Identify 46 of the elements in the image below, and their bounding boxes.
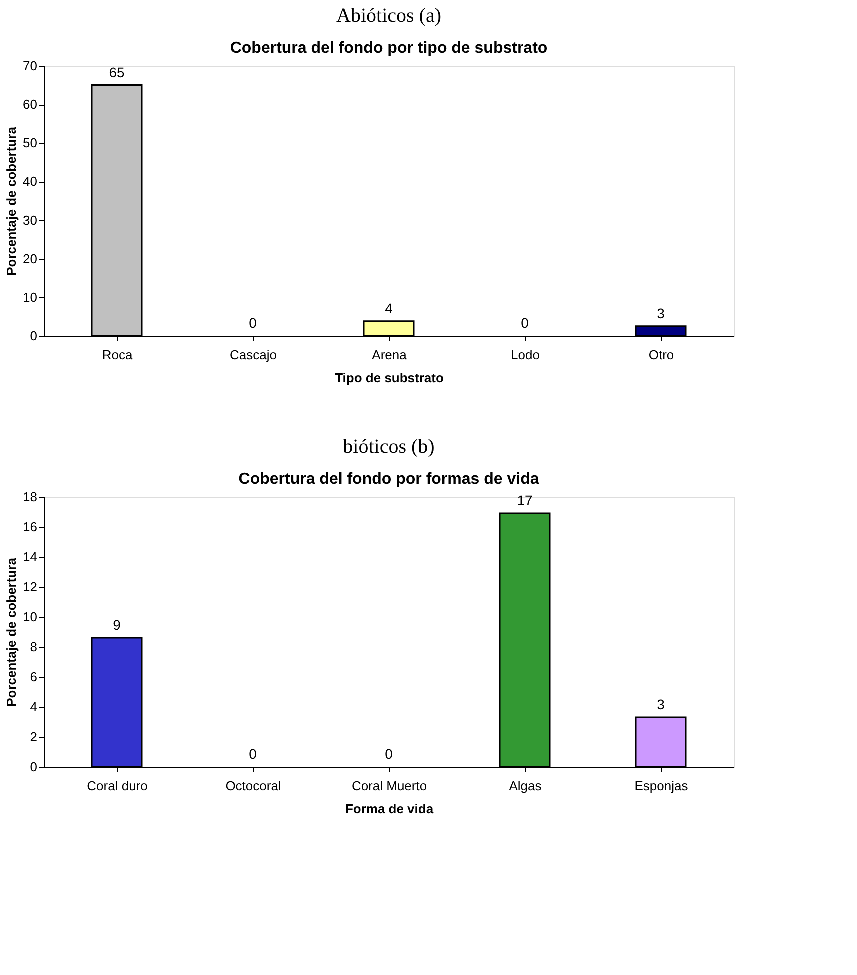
data-label: 3 bbox=[657, 305, 666, 322]
y-axis-title: Porcentaje de cobertura bbox=[4, 557, 20, 707]
x-axis-title: Tipo de substrato bbox=[335, 370, 444, 386]
data-label: 3 bbox=[657, 696, 666, 712]
y-tick-label: 0 bbox=[30, 760, 38, 774]
y-tick-label: 30 bbox=[23, 212, 38, 228]
x-tick-label: Arena bbox=[372, 348, 408, 362]
chart-subtitle: Cobertura del fondo por tipo de substrato bbox=[230, 40, 548, 57]
y-tick-label: 16 bbox=[23, 520, 38, 534]
x-tick-label: Algas bbox=[509, 778, 542, 794]
data-label: 0 bbox=[249, 315, 258, 331]
y-tick-label: 14 bbox=[23, 550, 38, 564]
y-tick-label: 10 bbox=[23, 610, 38, 624]
y-tick-label: 20 bbox=[23, 251, 38, 266]
y-tick-label: 4 bbox=[30, 700, 38, 714]
x-tick-label: Octocoral bbox=[226, 778, 282, 794]
data-label: 9 bbox=[113, 617, 122, 633]
y-tick-label: 50 bbox=[23, 136, 38, 151]
data-label: 4 bbox=[385, 300, 394, 316]
data-label: 17 bbox=[517, 492, 533, 508]
y-tick-label: 40 bbox=[23, 174, 38, 190]
y-tick-label: 10 bbox=[23, 290, 38, 305]
data-label: 65 bbox=[109, 64, 125, 80]
chart-subtitle: Cobertura del fondo por formas de vida bbox=[238, 471, 540, 488]
y-tick-label: 8 bbox=[30, 640, 38, 654]
y-tick-label: 12 bbox=[23, 580, 38, 594]
x-tick-label: Roca bbox=[102, 348, 134, 362]
y-tick-label: 60 bbox=[23, 97, 38, 112]
data-label: 0 bbox=[521, 315, 530, 331]
y-axis-title: Porcentaje de cobertura bbox=[4, 126, 20, 276]
y-tick-label: 70 bbox=[23, 58, 38, 74]
y-tick-label: 6 bbox=[30, 670, 38, 684]
data-label: 0 bbox=[385, 746, 394, 762]
x-tick-label: Coral duro bbox=[87, 778, 148, 794]
x-tick-label: Lodo bbox=[511, 348, 540, 362]
chart-title: Abióticos (a) bbox=[336, 5, 442, 27]
y-tick-label: 18 bbox=[23, 490, 38, 504]
x-tick-label: Cascajo bbox=[230, 348, 277, 362]
chart-title: bióticos (b) bbox=[343, 436, 435, 458]
x-axis-title: Forma de vida bbox=[345, 802, 434, 816]
y-tick-label: 0 bbox=[30, 328, 38, 344]
x-tick-label: Otro bbox=[648, 348, 674, 362]
x-tick-label: Coral Muerto bbox=[352, 778, 428, 794]
x-tick-label: Esponjas bbox=[634, 778, 689, 794]
y-tick-label: 2 bbox=[30, 730, 38, 744]
data-label: 0 bbox=[249, 746, 258, 762]
